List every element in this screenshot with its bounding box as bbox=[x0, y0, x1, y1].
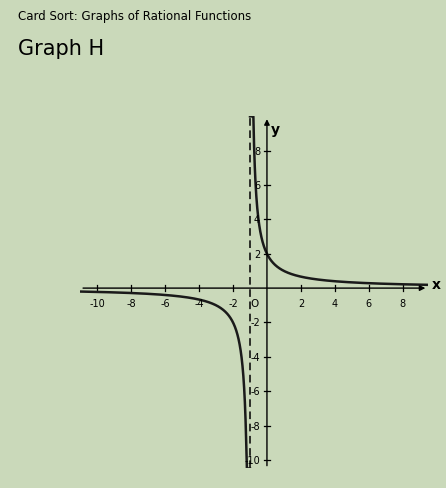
Text: 4: 4 bbox=[254, 215, 260, 225]
Text: x: x bbox=[432, 277, 441, 291]
Text: -8: -8 bbox=[126, 298, 136, 308]
Text: 6: 6 bbox=[366, 298, 372, 308]
Text: -6: -6 bbox=[251, 386, 260, 396]
Text: -10: -10 bbox=[89, 298, 105, 308]
Text: 4: 4 bbox=[332, 298, 338, 308]
Text: Card Sort: Graphs of Rational Functions: Card Sort: Graphs of Rational Functions bbox=[18, 10, 251, 23]
Text: 8: 8 bbox=[254, 146, 260, 156]
Text: Graph H: Graph H bbox=[18, 39, 104, 59]
Text: 2: 2 bbox=[254, 249, 260, 259]
Text: -10: -10 bbox=[244, 455, 260, 465]
Text: -4: -4 bbox=[251, 352, 260, 362]
Text: y: y bbox=[271, 122, 280, 136]
Text: -2: -2 bbox=[250, 318, 260, 328]
Text: -4: -4 bbox=[194, 298, 204, 308]
Text: -6: -6 bbox=[160, 298, 170, 308]
Text: -8: -8 bbox=[251, 421, 260, 430]
Text: 2: 2 bbox=[298, 298, 304, 308]
Text: -2: -2 bbox=[228, 298, 238, 308]
Text: O: O bbox=[250, 299, 259, 309]
Text: 8: 8 bbox=[400, 298, 406, 308]
Text: 6: 6 bbox=[254, 181, 260, 191]
